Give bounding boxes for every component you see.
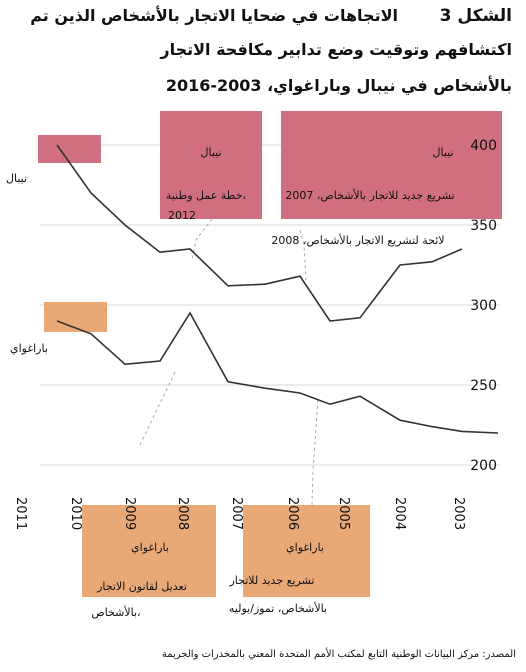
- x-tick-label: 2006: [285, 497, 300, 530]
- series-lines: [56, 144, 499, 434]
- annotation-leaders: [139, 218, 319, 506]
- y-tick-label: 200: [470, 458, 497, 474]
- paraguay-series-swatch: [44, 302, 107, 332]
- figure-title-line-3: بالأشخاص في نيبال وباراغواي، 2003-2016: [165, 76, 512, 95]
- nepal-line: [56, 144, 463, 322]
- nepal-box-national-plan: [160, 111, 262, 219]
- x-tick-label: 2005: [336, 497, 351, 530]
- y-tick-label: 350: [470, 218, 497, 234]
- annotation-paraguay-new-law: تشريع جديد للاتجار: [228, 574, 314, 587]
- nepal-box-new-law: [281, 111, 502, 219]
- x-tick-label: 2008: [175, 497, 190, 530]
- leader-regulation: [299, 229, 307, 281]
- nepal-series-label: نيبال: [6, 172, 27, 185]
- x-tick-label: 2003: [451, 497, 466, 530]
- paraguay-box-label: باراغواي: [131, 541, 169, 554]
- annotations: نيبال باراغواي نيبال نيبال باراغواي باراغواي خ…: [6, 146, 455, 619]
- figure-number: الشكل 3: [439, 6, 512, 26]
- y-tick-label: 300: [470, 298, 497, 314]
- x-axis: 2003 2004 2005 2006 2007 2008 2009 2010 2011: [13, 497, 466, 530]
- x-tick-label: 2004: [392, 497, 407, 530]
- x-tick-label: 2010: [68, 497, 83, 530]
- x-tick-label: 2009: [122, 497, 137, 530]
- leader-national-plan: [191, 218, 213, 261]
- figure-title-line-2: اكتشافهم وتوقيت وضع تدابير مكافحة الاتجا…: [160, 40, 512, 59]
- leader-new-law: [311, 399, 319, 506]
- nepal-box-label: نيبال: [200, 146, 221, 159]
- paraguay-line: [56, 311, 499, 434]
- y-tick-label: 400: [470, 138, 497, 154]
- paraguay-series-label: باراغواي: [10, 342, 48, 355]
- source-note: المصدر: مركز البيانات الوطنية التابع لمك…: [161, 649, 516, 660]
- annotation-nepal-new-law: تشريع جديد للاتجار بالأشخاص، 2007: [285, 188, 454, 202]
- paraguay-box-new-law: [243, 505, 370, 597]
- annotation-paraguay-amendment-2: بالأشخاص،: [91, 605, 140, 619]
- y-axis: 200 250 300 350 400: [470, 138, 497, 474]
- annotation-paraguay-new-law-2: بالأشخاص، تموز/يوليه: [229, 601, 327, 615]
- nepal-box-label: نيبال: [432, 146, 453, 159]
- annotation-national-plan-year: 2012: [168, 209, 196, 222]
- intervention-boxes: [38, 111, 502, 597]
- leader-amendment: [139, 371, 176, 446]
- y-tick-label: 250: [470, 378, 497, 394]
- paraguay-box-label: باراغواي: [286, 541, 324, 554]
- x-tick-label: 2007: [229, 497, 244, 530]
- annotation-national-plan: خطة عمل وطنية،: [166, 189, 246, 202]
- annotation-paraguay-amendment: تعديل لقانون الاتجار: [96, 580, 187, 593]
- x-tick-label: 2011: [13, 497, 28, 530]
- paraguay-box-amendment: [82, 505, 216, 597]
- nepal-series-swatch: [38, 135, 101, 163]
- figure-title-line-1: الاتجاهات في ضحايا الاتجار بالأشخاص الذي…: [30, 6, 398, 25]
- annotation-nepal-regulation: لائحة لتشريع الاتجار بالأشخاص، 2008: [271, 233, 444, 247]
